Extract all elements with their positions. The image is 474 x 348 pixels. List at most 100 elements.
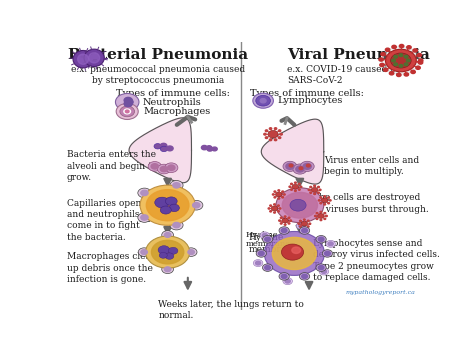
Circle shape [271, 206, 278, 211]
Text: Lymphocytes sense and
destroy virus infected cells.
Type 2 pneumocytes grow
to r: Lymphocytes sense and destroy virus infe… [313, 239, 439, 282]
Text: Virus enter cells and
begin to multiply.: Virus enter cells and begin to multiply. [324, 156, 419, 176]
Text: Capillaries open
and neutrophils
come in to fight
the bacteria.: Capillaries open and neutrophils come in… [66, 198, 141, 242]
Circle shape [292, 184, 299, 189]
Circle shape [273, 194, 274, 195]
Circle shape [272, 237, 317, 269]
Circle shape [379, 58, 383, 61]
Text: Lymphocytes: Lymphocytes [278, 96, 343, 105]
Circle shape [190, 200, 203, 210]
Circle shape [274, 128, 277, 129]
Circle shape [270, 205, 272, 206]
Circle shape [310, 192, 311, 193]
Circle shape [280, 133, 283, 135]
Text: The cells are destroyed
as viruses burst through.: The cells are destroyed as viruses burst… [313, 193, 428, 214]
Circle shape [288, 223, 290, 224]
Circle shape [160, 143, 167, 148]
Circle shape [288, 217, 290, 219]
Circle shape [299, 189, 300, 190]
Circle shape [283, 161, 297, 172]
Circle shape [303, 219, 305, 220]
Circle shape [264, 133, 266, 135]
Circle shape [307, 226, 309, 227]
Circle shape [116, 103, 138, 119]
Circle shape [389, 72, 394, 75]
Circle shape [140, 185, 195, 225]
Circle shape [160, 206, 171, 214]
Circle shape [207, 146, 212, 150]
Circle shape [383, 68, 388, 71]
Circle shape [263, 236, 273, 243]
Circle shape [411, 70, 415, 73]
Circle shape [318, 214, 324, 219]
Circle shape [265, 237, 271, 241]
Circle shape [165, 253, 174, 259]
Text: Types of immune cells:: Types of immune cells: [250, 89, 364, 98]
Circle shape [413, 49, 418, 52]
Circle shape [269, 128, 272, 129]
Circle shape [391, 53, 411, 68]
Circle shape [319, 189, 321, 190]
Circle shape [283, 194, 285, 195]
Circle shape [300, 227, 310, 234]
Circle shape [276, 188, 324, 223]
Circle shape [324, 213, 326, 214]
Circle shape [151, 164, 158, 169]
Circle shape [406, 59, 410, 62]
Circle shape [399, 54, 403, 56]
Circle shape [173, 183, 180, 188]
Circle shape [400, 45, 404, 48]
Text: Types of immune cells:: Types of immune cells: [116, 89, 230, 98]
Circle shape [192, 203, 200, 208]
Circle shape [279, 208, 281, 209]
Circle shape [124, 101, 132, 107]
Circle shape [160, 146, 168, 152]
Circle shape [138, 213, 151, 222]
Circle shape [280, 223, 282, 224]
Circle shape [301, 221, 308, 226]
Circle shape [260, 232, 270, 239]
Circle shape [394, 55, 398, 58]
Circle shape [170, 181, 183, 190]
Circle shape [265, 137, 268, 139]
Circle shape [294, 182, 296, 183]
Circle shape [300, 226, 301, 227]
Circle shape [324, 196, 326, 197]
Polygon shape [261, 119, 324, 184]
Circle shape [300, 272, 310, 280]
Circle shape [321, 198, 328, 203]
Circle shape [319, 200, 320, 201]
Circle shape [319, 268, 328, 275]
Circle shape [320, 203, 322, 204]
Circle shape [278, 130, 281, 132]
Circle shape [164, 163, 178, 173]
Circle shape [320, 197, 322, 198]
Circle shape [307, 220, 309, 221]
Circle shape [290, 220, 292, 221]
Circle shape [168, 165, 175, 171]
Circle shape [290, 199, 306, 211]
Circle shape [269, 139, 272, 141]
Circle shape [260, 98, 266, 103]
Circle shape [318, 187, 319, 188]
Circle shape [293, 164, 307, 174]
Circle shape [138, 188, 151, 198]
Circle shape [253, 260, 263, 267]
Circle shape [263, 264, 273, 271]
Circle shape [207, 147, 213, 151]
Circle shape [185, 248, 197, 256]
Circle shape [315, 215, 316, 216]
Text: Macrophages clean
up debris once the
infection is gone.: Macrophages clean up debris once the inf… [66, 252, 156, 284]
Text: mypathologyreport.ca: mypathologyreport.ca [346, 290, 416, 295]
Circle shape [265, 266, 271, 270]
Circle shape [381, 53, 385, 56]
Circle shape [392, 59, 395, 62]
Circle shape [320, 211, 322, 213]
Circle shape [278, 198, 280, 199]
Circle shape [299, 183, 300, 184]
Circle shape [281, 228, 287, 232]
Circle shape [262, 234, 267, 237]
Circle shape [278, 205, 279, 206]
Circle shape [284, 216, 286, 217]
Circle shape [162, 231, 173, 239]
Circle shape [273, 212, 275, 213]
